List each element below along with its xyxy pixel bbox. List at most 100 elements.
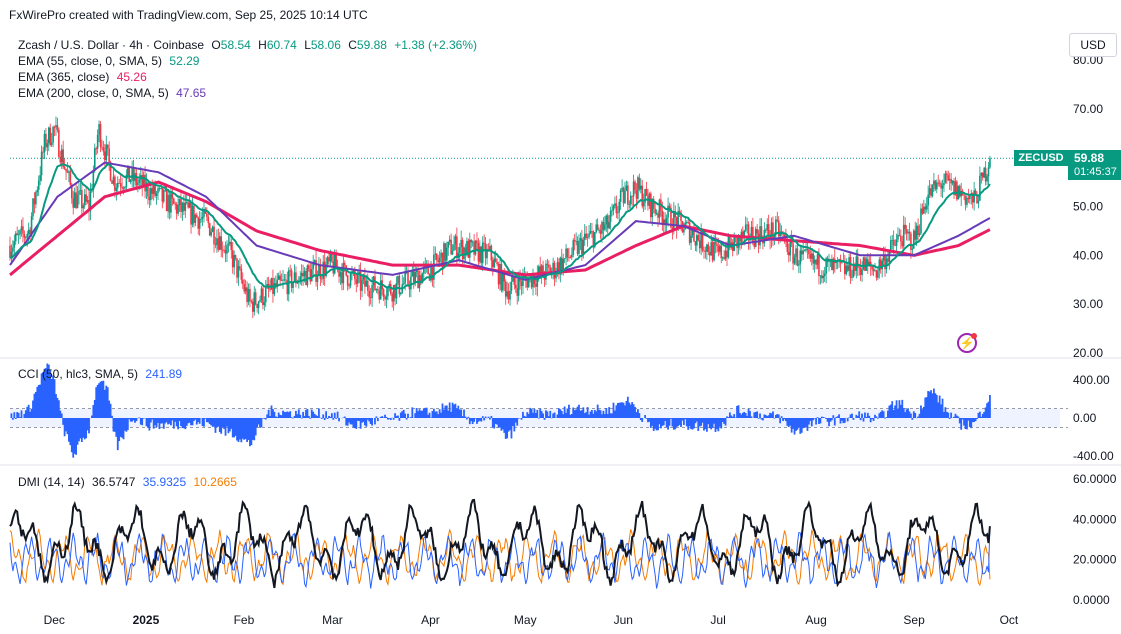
candle-body (690, 235, 692, 243)
cci-bar (30, 408, 33, 418)
candle-body (371, 285, 373, 299)
cci-bar (42, 372, 44, 418)
candle-body (652, 199, 655, 209)
candle-body (42, 151, 44, 153)
cci-bar (569, 414, 572, 418)
cci-bar (970, 418, 973, 429)
cci-bar (470, 418, 473, 422)
candle-body (655, 213, 658, 215)
cci-bar (269, 415, 271, 418)
cci-bar (973, 418, 976, 422)
candle-body (576, 241, 579, 254)
candle-body (137, 182, 139, 186)
candle-body (937, 182, 940, 184)
cci-bar (762, 418, 764, 421)
cci-bar (957, 416, 960, 418)
cci-bar (580, 410, 583, 418)
ema200-legend[interactable]: EMA (200, close, 0, SMA, 5) 47.65 (18, 85, 210, 101)
cci-bar (145, 418, 148, 427)
candle-body (460, 239, 462, 248)
cci-bar (861, 413, 863, 418)
cci-bar (934, 393, 937, 418)
candle-body (852, 264, 855, 277)
candle-body (678, 211, 681, 213)
cci-bar (803, 418, 806, 428)
candle-body (191, 205, 194, 225)
cci-bar (989, 395, 991, 418)
tv-logo-icon[interactable]: ⚡ (957, 333, 977, 353)
candle-body (132, 168, 135, 182)
candle-body (507, 291, 510, 300)
cci-bar (329, 416, 332, 418)
candle-body (230, 241, 233, 251)
candle-body (27, 229, 30, 234)
candle-body (435, 253, 438, 261)
cci-bar (849, 414, 852, 418)
candle-body (53, 126, 56, 128)
candle-body (956, 181, 958, 200)
candle-body (599, 230, 602, 234)
dmi-tick-label: 0.0000 (1073, 593, 1110, 607)
candle-body (121, 186, 123, 189)
cci-bar (293, 415, 296, 418)
candle-body (72, 198, 75, 208)
candle-body (964, 195, 967, 205)
open-label: O (211, 38, 221, 52)
candle-body (530, 274, 533, 288)
chart-area[interactable]: 80.0070.0050.0040.0030.0020.00400.000.00… (0, 30, 1121, 634)
ema55-legend[interactable]: EMA (55, close, 0, SMA, 5) 52.29 (18, 53, 203, 69)
candle-body (404, 272, 406, 284)
cci-bar (371, 418, 373, 426)
cci-bar (62, 418, 65, 425)
cci-bar (86, 418, 89, 431)
cci-bar (920, 405, 922, 418)
candle-body (611, 210, 613, 212)
cci-bar (487, 416, 490, 418)
candle-body (879, 259, 882, 270)
candle-body (227, 243, 230, 246)
cci-bar (299, 414, 302, 418)
candle-body (744, 224, 747, 231)
cci-bar (741, 412, 744, 418)
candle-body (407, 271, 409, 285)
dmi-legend[interactable]: DMI (14, 14) 36.5747 35.9325 10.2665 (18, 474, 241, 490)
cci-bar (984, 407, 987, 418)
ema365-legend[interactable]: EMA (365, close) 45.26 (18, 69, 151, 85)
cci-bar (415, 408, 418, 418)
candle-body (854, 264, 856, 271)
candle-body (542, 265, 544, 276)
candle-body (170, 193, 172, 213)
candle-body (354, 270, 356, 280)
cci-bar (438, 409, 441, 418)
currency-button[interactable]: USD (1069, 33, 1117, 57)
candle-body (776, 219, 779, 221)
cci-bar (141, 418, 144, 426)
candle-body (777, 220, 780, 237)
cci-bar (124, 418, 126, 431)
candle-body (331, 253, 333, 262)
candle-body (882, 254, 885, 261)
cci-bar (471, 418, 474, 425)
cci-bar (940, 404, 942, 418)
cci-bar (338, 418, 340, 422)
candle-body (851, 276, 853, 278)
candle-body (187, 202, 189, 208)
candle-body (473, 241, 475, 255)
cci-bar (675, 418, 678, 428)
candle-body (512, 276, 514, 282)
cci-bar (579, 410, 582, 418)
price-tick-label: 70.00 (1073, 102, 1103, 116)
cci-legend[interactable]: CCI (50, hlc3, SMA, 5) 241.89 (18, 366, 186, 382)
candle-body (625, 185, 628, 191)
candle-body (348, 285, 350, 287)
candle-body (673, 211, 675, 232)
candle-body (969, 196, 971, 200)
cci-bar (865, 416, 868, 418)
cci-bar (92, 405, 95, 418)
candle-body (88, 200, 90, 212)
candle-body (454, 236, 457, 245)
candle-body (198, 219, 201, 229)
candle-body (415, 270, 418, 273)
candle-body (849, 257, 852, 278)
cci-bar (467, 416, 470, 418)
